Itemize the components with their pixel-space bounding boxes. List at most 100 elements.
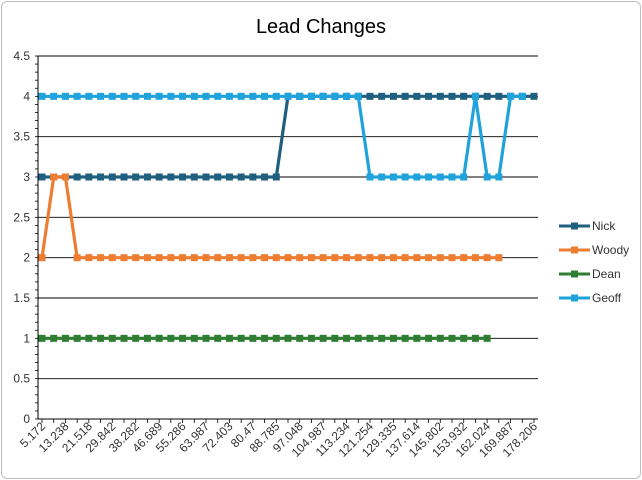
data-point-woody bbox=[413, 254, 421, 262]
data-point-dean bbox=[249, 334, 257, 342]
data-point-woody bbox=[483, 254, 491, 262]
plot-area bbox=[38, 92, 538, 342]
data-point-geoff bbox=[50, 92, 58, 100]
data-point-dean bbox=[284, 334, 292, 342]
data-point-woody bbox=[471, 254, 479, 262]
legend-label-geoff: Geoff bbox=[592, 291, 622, 305]
data-point-geoff bbox=[132, 92, 140, 100]
data-point-woody bbox=[120, 254, 128, 262]
legend-label-woody: Woody bbox=[592, 243, 629, 257]
data-point-dean bbox=[143, 334, 151, 342]
data-point-woody bbox=[307, 254, 315, 262]
data-point-nick bbox=[436, 92, 444, 100]
data-point-nick bbox=[249, 173, 257, 181]
data-point-geoff bbox=[97, 92, 105, 100]
data-point-geoff bbox=[413, 173, 421, 181]
data-point-woody bbox=[97, 254, 105, 262]
data-point-dean bbox=[214, 334, 222, 342]
data-point-nick bbox=[460, 92, 468, 100]
data-point-geoff bbox=[249, 92, 257, 100]
data-point-woody bbox=[155, 254, 163, 262]
y-tick-label: 1.5 bbox=[13, 291, 30, 305]
data-point-geoff bbox=[471, 92, 479, 100]
data-point-geoff bbox=[143, 92, 151, 100]
data-point-dean bbox=[237, 334, 245, 342]
data-point-geoff bbox=[237, 92, 245, 100]
data-point-dean bbox=[190, 334, 198, 342]
data-point-dean bbox=[413, 334, 421, 342]
data-point-dean bbox=[366, 334, 374, 342]
data-point-geoff bbox=[296, 92, 304, 100]
data-point-geoff bbox=[366, 173, 374, 181]
data-point-woody bbox=[331, 254, 339, 262]
data-point-nick bbox=[495, 92, 503, 100]
data-point-woody bbox=[143, 254, 151, 262]
data-point-nick bbox=[85, 173, 93, 181]
data-point-woody bbox=[436, 254, 444, 262]
data-point-dean bbox=[401, 334, 409, 342]
data-point-geoff bbox=[389, 173, 397, 181]
legend-label-dean: Dean bbox=[592, 267, 621, 281]
y-tick-label: 1 bbox=[23, 331, 30, 345]
data-point-geoff bbox=[179, 92, 187, 100]
data-point-woody bbox=[38, 254, 46, 262]
data-point-dean bbox=[448, 334, 456, 342]
data-point-woody bbox=[448, 254, 456, 262]
data-point-woody bbox=[179, 254, 187, 262]
data-point-dean bbox=[61, 334, 69, 342]
y-tick-label: 4 bbox=[23, 89, 30, 103]
data-point-geoff bbox=[343, 92, 351, 100]
data-point-geoff bbox=[225, 92, 233, 100]
data-point-woody bbox=[214, 254, 222, 262]
data-point-dean bbox=[272, 334, 280, 342]
data-point-woody bbox=[272, 254, 280, 262]
data-point-geoff bbox=[108, 92, 116, 100]
data-point-nick bbox=[202, 173, 210, 181]
data-point-woody bbox=[460, 254, 468, 262]
data-point-woody bbox=[343, 254, 351, 262]
data-point-woody bbox=[401, 254, 409, 262]
data-point-geoff bbox=[61, 92, 69, 100]
data-point-woody bbox=[296, 254, 304, 262]
legend-marker-geoff bbox=[571, 294, 578, 302]
data-point-nick bbox=[97, 173, 105, 181]
data-point-dean bbox=[179, 334, 187, 342]
data-point-dean bbox=[202, 334, 210, 342]
data-point-dean bbox=[460, 334, 468, 342]
data-point-geoff bbox=[202, 92, 210, 100]
data-point-dean bbox=[155, 334, 163, 342]
legend: Nick Woody Dean Geoff bbox=[559, 219, 629, 305]
data-point-nick bbox=[190, 173, 198, 181]
data-point-geoff bbox=[378, 173, 386, 181]
data-point-dean bbox=[483, 334, 491, 342]
data-point-dean bbox=[132, 334, 140, 342]
data-point-dean bbox=[167, 334, 175, 342]
data-point-geoff bbox=[460, 173, 468, 181]
data-point-woody bbox=[495, 254, 503, 262]
y-tick-label: 4.5 bbox=[13, 49, 30, 63]
data-point-geoff bbox=[214, 92, 222, 100]
data-point-nick bbox=[143, 173, 151, 181]
data-point-nick bbox=[272, 173, 280, 181]
data-point-nick bbox=[108, 173, 116, 181]
data-point-nick bbox=[73, 173, 81, 181]
data-point-dean bbox=[343, 334, 351, 342]
data-point-nick bbox=[132, 173, 140, 181]
data-point-geoff bbox=[448, 173, 456, 181]
data-point-geoff bbox=[354, 92, 362, 100]
data-point-nick bbox=[261, 173, 269, 181]
data-point-geoff bbox=[167, 92, 175, 100]
data-point-geoff bbox=[483, 173, 491, 181]
data-point-nick bbox=[155, 173, 163, 181]
y-tick-label: 0 bbox=[23, 412, 30, 426]
data-point-geoff bbox=[331, 92, 339, 100]
data-point-woody bbox=[132, 254, 140, 262]
data-point-nick bbox=[389, 92, 397, 100]
data-point-nick bbox=[483, 92, 491, 100]
data-point-dean bbox=[354, 334, 362, 342]
y-axis: 0 0.5 1 1.5 2 2.5 3 3.5 4 4.5 bbox=[13, 49, 39, 426]
data-point-geoff bbox=[38, 92, 46, 100]
data-point-geoff bbox=[284, 92, 292, 100]
